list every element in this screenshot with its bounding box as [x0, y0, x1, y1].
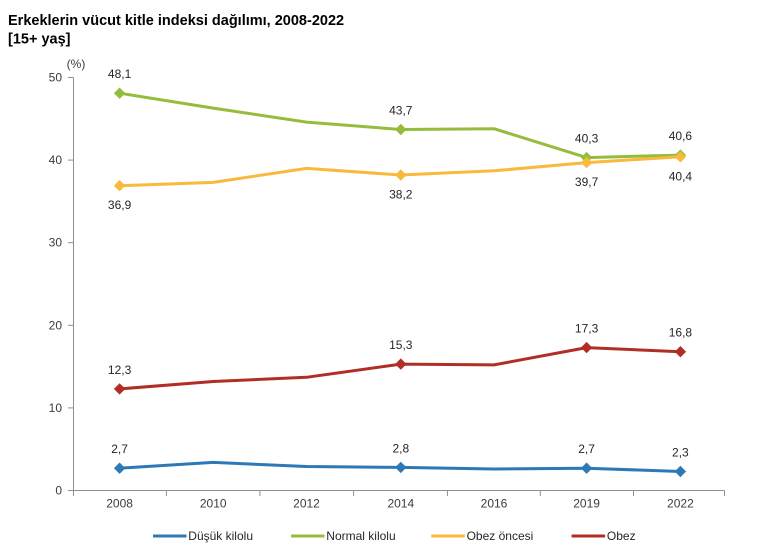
svg-text:48,1: 48,1: [108, 67, 132, 81]
svg-text:2,8: 2,8: [392, 441, 409, 455]
svg-text:12,3: 12,3: [108, 363, 132, 377]
svg-text:(%): (%): [67, 57, 86, 71]
svg-text:17,3: 17,3: [575, 322, 599, 336]
svg-text:0: 0: [55, 484, 62, 498]
svg-text:2012: 2012: [293, 497, 320, 511]
svg-text:40,6: 40,6: [669, 129, 693, 143]
svg-text:20: 20: [49, 318, 63, 332]
svg-text:40,4: 40,4: [669, 169, 693, 183]
svg-text:Obez öncesi: Obez öncesi: [467, 529, 534, 543]
svg-text:2022: 2022: [667, 497, 694, 511]
svg-text:2016: 2016: [481, 497, 508, 511]
svg-text:39,7: 39,7: [575, 175, 599, 189]
svg-text:2019: 2019: [573, 497, 600, 511]
svg-text:Erkeklerin vücut kitle indeksi: Erkeklerin vücut kitle indeksi dağılımı,…: [8, 13, 344, 29]
svg-text:Obez: Obez: [607, 529, 636, 543]
svg-text:16,8: 16,8: [669, 326, 693, 340]
svg-text:10: 10: [49, 401, 63, 415]
svg-text:2,3: 2,3: [672, 446, 689, 460]
svg-text:50: 50: [49, 71, 63, 85]
svg-text:30: 30: [49, 236, 63, 250]
svg-text:2014: 2014: [387, 497, 414, 511]
svg-text:Normal kilolu: Normal kilolu: [326, 529, 395, 543]
svg-text:[15+ yaş]: [15+ yaş]: [8, 32, 71, 48]
svg-text:40,3: 40,3: [575, 132, 599, 146]
svg-text:43,7: 43,7: [389, 104, 413, 118]
svg-text:40: 40: [49, 153, 63, 167]
svg-text:2,7: 2,7: [111, 442, 128, 456]
svg-text:38,2: 38,2: [389, 188, 413, 202]
svg-text:Düşük kilolu: Düşük kilolu: [188, 529, 253, 543]
svg-text:2008: 2008: [106, 497, 133, 511]
svg-text:36,9: 36,9: [108, 198, 132, 212]
svg-text:2010: 2010: [200, 497, 227, 511]
svg-text:2,7: 2,7: [578, 442, 595, 456]
svg-text:15,3: 15,3: [389, 338, 413, 352]
